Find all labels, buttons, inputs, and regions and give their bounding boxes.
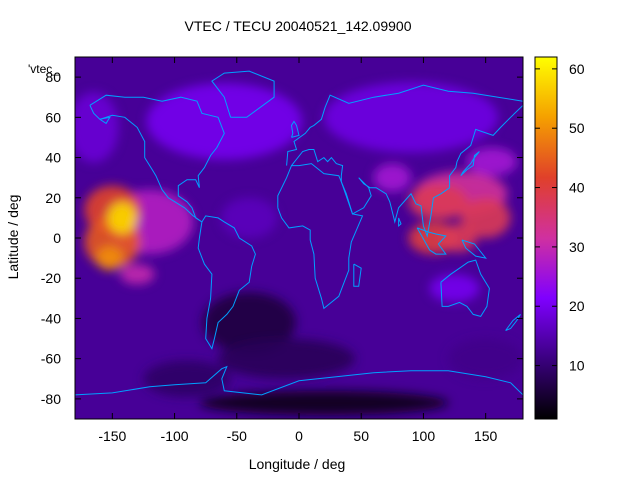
coastline <box>505 314 521 331</box>
coastline <box>353 263 362 287</box>
colorbar-tick-label: 30 <box>569 239 585 255</box>
heat-cell <box>75 92 119 163</box>
x-tick-label: 50 <box>353 428 369 444</box>
y-tick-label: -80 <box>41 391 61 407</box>
heat-cell <box>460 197 511 238</box>
y-tick-label: -40 <box>41 310 61 326</box>
colorbar-tick-label: 50 <box>569 120 585 136</box>
coastline <box>99 116 111 125</box>
heat-cell <box>408 183 469 220</box>
colorbar-tick-label: 60 <box>569 61 585 77</box>
y-tick-label: 60 <box>45 109 61 125</box>
x-tick-label: 150 <box>474 428 498 444</box>
key-label: 'vtec_ <box>28 62 59 76</box>
heat-cell <box>96 246 124 271</box>
coastline <box>75 365 523 396</box>
coastline <box>211 70 275 118</box>
x-tick-label: 100 <box>412 428 436 444</box>
coastline <box>286 84 523 166</box>
heat-cell <box>429 274 480 303</box>
heat-cell <box>107 201 138 234</box>
coastline <box>440 259 490 317</box>
heat-cell <box>119 264 155 285</box>
y-axis-label: Latitude / deg <box>5 195 21 280</box>
colorbar-gradient <box>535 57 557 419</box>
x-tick-label: 0 <box>295 428 303 444</box>
y-tick-label: 40 <box>45 150 61 166</box>
colorbar-frame <box>534 56 558 420</box>
heat-cell <box>143 360 231 397</box>
colorbar-ticks: 10 20 30 40 50 60 <box>535 61 585 374</box>
coastline <box>461 239 487 259</box>
heat-cell <box>199 390 449 415</box>
x-tick-label: -50 <box>227 428 247 444</box>
y-tick-label: -60 <box>41 351 61 367</box>
x-axis: -150 -100 -50 0 50 100 150 <box>98 57 498 444</box>
coastline <box>197 215 256 350</box>
coastlines <box>75 70 523 396</box>
coastline <box>416 227 447 255</box>
coastline <box>290 120 300 138</box>
x-axis-label: Longitude / deg <box>249 456 346 472</box>
vtec-heatmap <box>75 57 523 419</box>
heat-cell <box>202 292 296 353</box>
heat-cell <box>221 197 278 238</box>
y-tick-label: 80 <box>45 69 61 85</box>
y-tick-label: 0 <box>53 230 61 246</box>
heat-cell <box>448 338 523 379</box>
colorbar-tick-label: 10 <box>569 358 585 374</box>
y-axis: -80 -60 -40 -20 0 20 40 60 80 <box>41 69 523 407</box>
heat-cell <box>373 163 412 192</box>
coastline <box>277 163 364 310</box>
colorbar: 10 20 30 40 50 60 <box>534 56 585 420</box>
coastline <box>89 94 225 223</box>
y-tick-label: -20 <box>41 270 61 286</box>
heat-cell <box>439 223 477 253</box>
x-tick-label: -100 <box>161 428 189 444</box>
colorbar-tick-label: 40 <box>569 180 585 196</box>
coastline <box>460 151 480 177</box>
heat-cell <box>323 82 499 153</box>
heat-cell <box>218 338 355 379</box>
coastline <box>291 104 523 238</box>
coastline <box>398 217 402 227</box>
y-tick-label: 20 <box>45 190 61 206</box>
chart-title: VTEC / TECU 20040521_142.09900 <box>184 18 411 34</box>
heat-cell <box>146 83 303 160</box>
heat-cell <box>467 147 517 176</box>
x-tick-label: -150 <box>98 428 126 444</box>
colorbar-tick-label: 20 <box>569 298 585 314</box>
